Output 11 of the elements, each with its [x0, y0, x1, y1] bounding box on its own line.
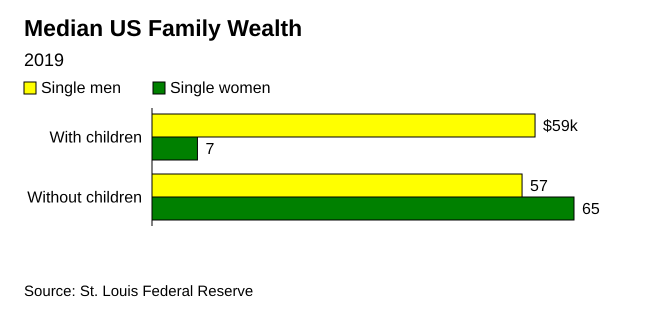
data-label: $59k	[543, 118, 579, 136]
source-note: Source: St. Louis Federal Reserve	[24, 283, 254, 300]
legend-label: Single women	[170, 80, 270, 97]
y-tick-label: With children	[50, 130, 142, 147]
data-label: 57	[530, 178, 548, 196]
y-tick-label: Without children	[27, 190, 142, 207]
legend-label: Single men	[41, 80, 122, 97]
chart-subtitle: 2019	[24, 50, 64, 70]
data-label: 7	[205, 141, 214, 158]
chart-title: Median US Family Wealth	[24, 15, 302, 41]
data-label: 65	[582, 201, 600, 218]
